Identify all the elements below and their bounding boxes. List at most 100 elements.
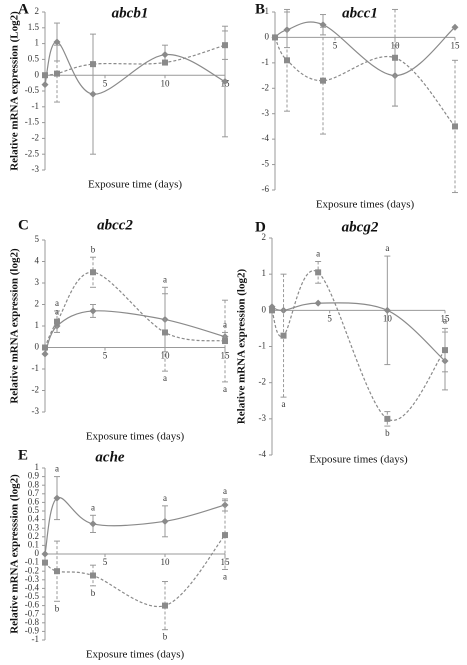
y-tick-label: -3 bbox=[32, 164, 40, 174]
y-tick-label: -1.5 bbox=[25, 117, 40, 127]
point-label: a bbox=[163, 274, 167, 284]
y-tick-label: 1.5 bbox=[28, 22, 40, 32]
y-tick-label: 1 bbox=[35, 320, 40, 330]
marker bbox=[41, 350, 49, 358]
marker bbox=[315, 269, 322, 276]
series-line bbox=[44, 44, 226, 76]
point-label: a bbox=[223, 572, 227, 582]
y-tick-label: 0.5 bbox=[28, 53, 40, 63]
y-axis-label: Relative mRNA expression (Log2) bbox=[9, 11, 21, 171]
marker bbox=[162, 329, 168, 336]
marker bbox=[54, 70, 60, 77]
y-tick-label: 0.9 bbox=[28, 471, 40, 481]
panel-label: B bbox=[255, 1, 265, 17]
marker bbox=[319, 21, 327, 29]
y-tick-label: 0.1 bbox=[28, 539, 39, 549]
y-tick-label: -5 bbox=[262, 159, 270, 169]
point-label: b bbox=[385, 428, 390, 438]
point-label: a bbox=[223, 486, 227, 496]
marker bbox=[222, 42, 228, 49]
marker bbox=[162, 59, 168, 66]
marker bbox=[161, 51, 169, 59]
series-line bbox=[274, 21, 456, 77]
point-label: a bbox=[223, 384, 227, 394]
y-tick-label: -0.2 bbox=[25, 565, 39, 575]
x-tick-label: 5 bbox=[103, 557, 108, 567]
panel-label: C bbox=[18, 217, 29, 233]
point-label: a bbox=[163, 493, 167, 503]
marker bbox=[42, 559, 48, 566]
panel-title: abcc2 bbox=[97, 217, 133, 233]
marker bbox=[451, 23, 459, 31]
y-tick-label: 2 bbox=[35, 299, 40, 309]
y-tick-label: -0.4 bbox=[25, 582, 40, 592]
marker bbox=[162, 602, 168, 609]
y-tick-label: 4 bbox=[35, 256, 40, 266]
marker bbox=[222, 532, 228, 539]
marker bbox=[284, 57, 290, 64]
y-axis-label: Relative mRNA expression (log2) bbox=[236, 269, 248, 425]
y-tick-label: 0.8 bbox=[28, 479, 40, 489]
marker bbox=[452, 123, 458, 130]
marker bbox=[54, 318, 60, 325]
marker bbox=[269, 307, 275, 314]
point-label: a bbox=[443, 315, 447, 325]
marker bbox=[90, 572, 96, 579]
y-tick-label: 0 bbox=[35, 69, 40, 79]
point-label: a bbox=[55, 298, 59, 308]
x-tick-label: 15 bbox=[451, 40, 461, 50]
y-tick-label: -0.5 bbox=[25, 591, 40, 601]
y-tick-label: 0.5 bbox=[28, 505, 40, 515]
marker bbox=[314, 299, 322, 307]
marker bbox=[383, 306, 391, 314]
series-line bbox=[44, 497, 226, 555]
y-tick-label: 3 bbox=[35, 277, 40, 287]
y-tick-label: -3 bbox=[32, 406, 40, 416]
y-tick-label: -0.9 bbox=[25, 625, 40, 635]
series-line bbox=[44, 41, 226, 95]
marker bbox=[41, 550, 49, 558]
y-tick-label: 1 bbox=[35, 462, 40, 472]
y-axis-label: Relative mRNA expression (log2) bbox=[9, 248, 21, 404]
marker bbox=[320, 77, 326, 84]
x-axis-label: Exposure times (days) bbox=[86, 649, 185, 661]
marker bbox=[280, 332, 287, 339]
panel-title: abcc1 bbox=[342, 5, 378, 21]
y-tick-label: 2 bbox=[262, 232, 267, 242]
y-tick-label: -3 bbox=[262, 108, 270, 118]
y-tick-label: -3 bbox=[259, 413, 267, 423]
y-tick-label: -2 bbox=[262, 82, 270, 92]
y-tick-label: -0.3 bbox=[25, 574, 40, 584]
marker bbox=[53, 494, 61, 502]
y-tick-label: 0 bbox=[265, 31, 270, 41]
y-tick-label: 0.2 bbox=[28, 531, 39, 541]
x-axis-label: Exposure time (days) bbox=[88, 179, 182, 191]
y-tick-label: -1 bbox=[32, 634, 40, 644]
x-tick-label: 5 bbox=[103, 351, 108, 361]
point-label: a bbox=[55, 464, 59, 474]
y-tick-label: 0.4 bbox=[28, 514, 40, 524]
marker bbox=[442, 347, 448, 354]
x-axis-label: Exposure times (days) bbox=[86, 431, 185, 443]
y-tick-label: 2 bbox=[35, 6, 40, 16]
panel-title: abcg2 bbox=[342, 219, 379, 235]
y-tick-label: 0.7 bbox=[28, 488, 40, 498]
y-tick-label: -2.5 bbox=[25, 148, 40, 158]
y-tick-label: 0.3 bbox=[28, 522, 40, 532]
point-label: b bbox=[163, 632, 168, 642]
series-line bbox=[274, 37, 456, 127]
y-tick-label: 0 bbox=[262, 304, 267, 314]
point-label: b bbox=[91, 588, 96, 598]
point-label: a bbox=[316, 249, 320, 259]
point-label: a bbox=[385, 243, 389, 253]
point-label: a bbox=[223, 320, 227, 330]
y-tick-label: 1 bbox=[35, 38, 40, 48]
y-tick-label: 1 bbox=[265, 6, 270, 16]
point-label: a bbox=[91, 502, 95, 512]
y-tick-label: -1 bbox=[259, 341, 267, 351]
y-tick-label: 0.6 bbox=[28, 496, 40, 506]
